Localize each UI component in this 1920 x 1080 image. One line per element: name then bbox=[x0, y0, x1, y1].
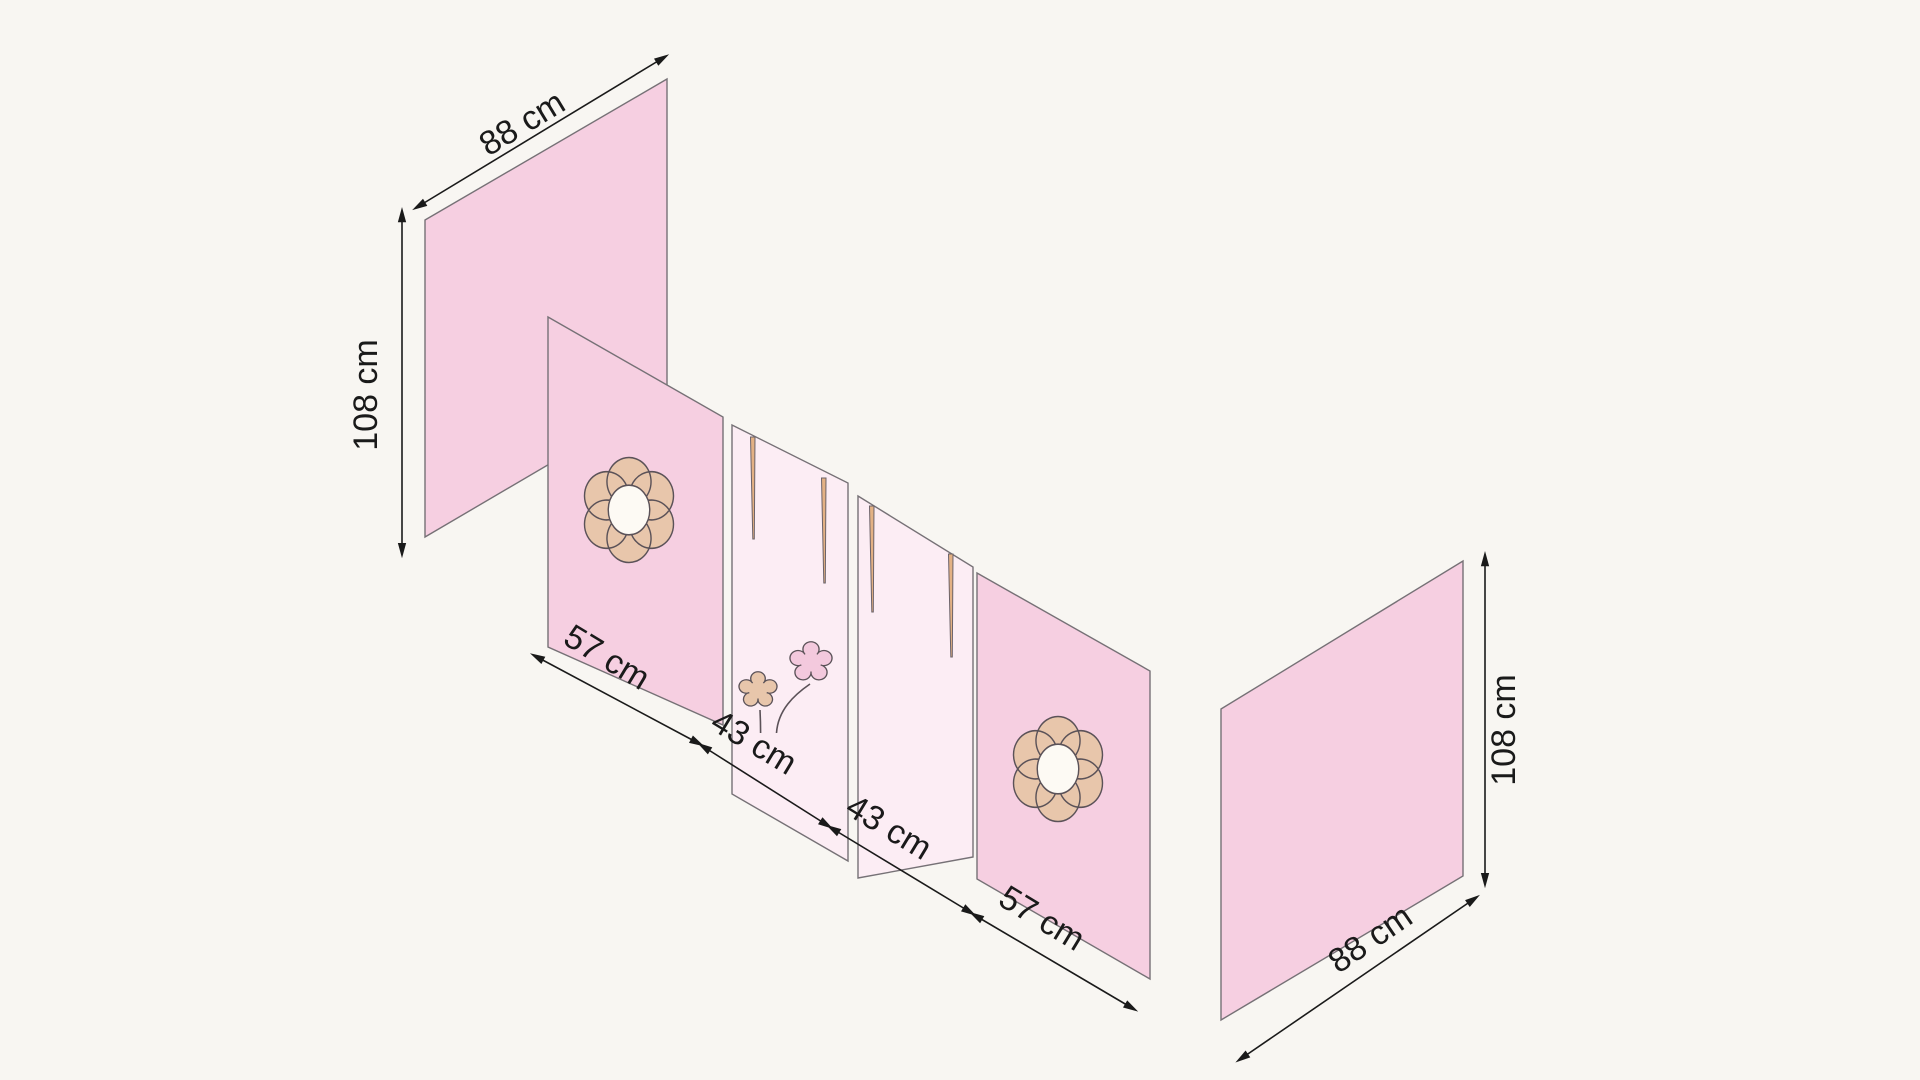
svg-text:108 cm: 108 cm bbox=[347, 339, 385, 451]
svg-text:108 cm: 108 cm bbox=[1485, 674, 1523, 786]
